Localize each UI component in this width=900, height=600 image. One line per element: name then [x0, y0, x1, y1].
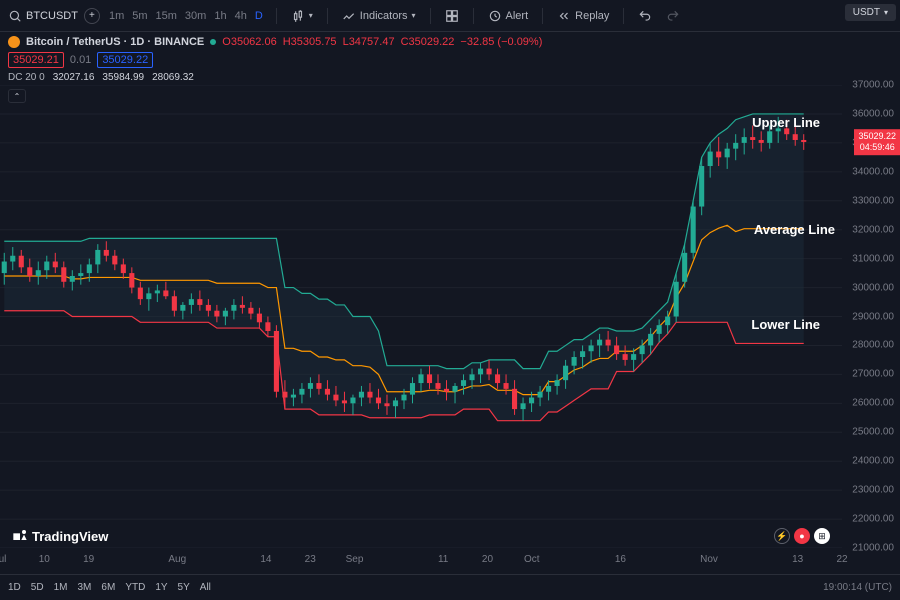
symbol-title: Bitcoin / TetherUS · 1D · BINANCE	[26, 36, 204, 48]
timeframe-1m[interactable]: 1m	[106, 8, 127, 24]
range-YTD[interactable]: YTD	[125, 582, 145, 593]
range-All[interactable]: All	[200, 582, 211, 593]
annotation-upper: Upper Line	[752, 115, 820, 130]
timeframe-1h[interactable]: 1h	[211, 8, 229, 24]
candle-icon	[291, 9, 305, 23]
currency-selector[interactable]: USDT▾	[845, 4, 896, 21]
annotation-avg: Average Line	[754, 222, 835, 237]
add-symbol-button[interactable]: +	[84, 8, 100, 24]
clock: 19:00:14 (UTC)	[823, 582, 892, 593]
market-status-dot	[210, 39, 216, 45]
range-3M[interactable]: 3M	[78, 582, 92, 593]
undo-icon	[638, 9, 652, 23]
redo-button[interactable]	[662, 7, 684, 25]
timeframe-30m[interactable]: 30m	[182, 8, 209, 24]
top-toolbar: BTCUSDT + 1m5m15m30m1h4hD ▾ Indicators▾ …	[0, 0, 900, 32]
range-6M[interactable]: 6M	[101, 582, 115, 593]
indicators-icon	[342, 9, 356, 23]
coin-icon	[8, 36, 20, 48]
symbol-info-row: Bitcoin / TetherUS · 1D · BINANCE O35062…	[0, 32, 900, 52]
range-5D[interactable]: 5D	[31, 582, 44, 593]
tradingview-logo[interactable]: TradingView	[12, 528, 108, 544]
annotation-lower: Lower Line	[751, 317, 820, 332]
logo-icon	[12, 528, 28, 544]
replay-button[interactable]: Replay	[553, 7, 613, 25]
indicators-button[interactable]: Indicators▾	[338, 7, 420, 25]
chart-controls: ⚡ ● ⊞	[774, 528, 830, 544]
ask-box[interactable]: 35029.22	[97, 52, 153, 68]
timeframe-4h[interactable]: 4h	[232, 8, 250, 24]
settings-button[interactable]: ⊞	[814, 528, 830, 544]
alert-button[interactable]: Alert	[484, 7, 533, 25]
timeframe-5m[interactable]: 5m	[129, 8, 150, 24]
range-1M[interactable]: 1M	[54, 582, 68, 593]
range-1Y[interactable]: 1Y	[155, 582, 167, 593]
range-1D[interactable]: 1D	[8, 582, 21, 593]
range-5Y[interactable]: 5Y	[178, 582, 190, 593]
time-axis[interactable]: Jul1019Aug1423Sep1120Oct16Nov1322	[0, 554, 842, 574]
symbol-search[interactable]: BTCUSDT	[8, 9, 78, 23]
search-icon	[8, 9, 22, 23]
bottom-bar: 1D 5D 1M 3M 6M YTD 1Y 5Y All 19:00:14 (UTC)	[0, 574, 900, 600]
range-selector: 1D 5D 1M 3M 6M YTD 1Y 5Y All	[8, 582, 211, 593]
bid-box[interactable]: 35029.21	[8, 52, 64, 68]
replay-icon	[557, 9, 571, 23]
price-boxes: 35029.21 0.01 35029.22	[0, 52, 900, 72]
timeframe-D[interactable]: D	[252, 8, 266, 24]
redo-icon	[666, 9, 680, 23]
candlestick-chart	[0, 85, 842, 548]
chart-area[interactable]	[0, 85, 842, 548]
grid-icon	[445, 9, 459, 23]
current-price-tag: 35029.2204:59:46	[854, 129, 900, 155]
chart-type-button[interactable]: ▾	[287, 7, 317, 25]
grid-button[interactable]	[441, 7, 463, 25]
undo-button[interactable]	[634, 7, 656, 25]
timeframe-15m[interactable]: 15m	[153, 8, 180, 24]
price-axis[interactable]: 21000.0022000.0023000.0024000.0025000.00…	[842, 32, 900, 548]
auto-button[interactable]: ⚡	[774, 528, 790, 544]
log-button[interactable]: ●	[794, 528, 810, 544]
alert-icon	[488, 9, 502, 23]
symbol-text: BTCUSDT	[26, 10, 78, 22]
